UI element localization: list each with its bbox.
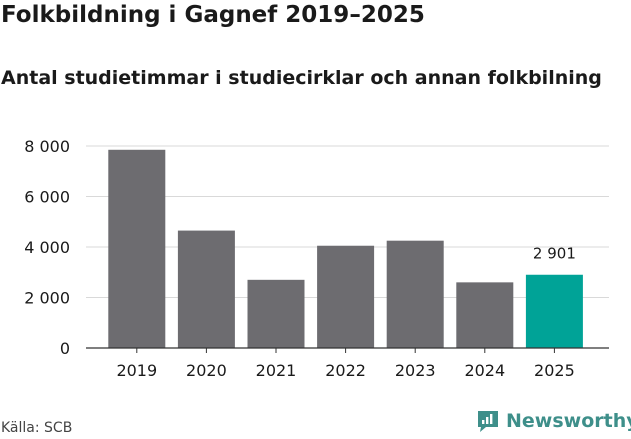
newsworthy-logo-icon [478,411,498,432]
x-tick-label: 2021 [256,361,297,380]
y-tick-label: 4 000 [24,238,70,257]
x-tick-label: 2020 [186,361,227,380]
brand-name: Newsworthy [506,410,631,432]
x-tick-label: 2022 [325,361,366,380]
bar [525,274,583,348]
y-tick-label: 8 000 [24,137,70,156]
brand-logo[interactable]: Newsworthy [476,409,631,433]
bar [108,149,166,348]
bar [456,282,514,348]
y-tick-label: 2 000 [24,289,70,308]
bar [317,245,375,348]
source-note: Källa: SCB [1,420,73,436]
chart-title: Folkbildning i Gagnef 2019–2025 [1,2,425,28]
bar [386,240,444,348]
x-tick-label: 2023 [395,361,436,380]
bar [177,230,235,348]
data-label: 2 901 [533,245,576,263]
x-tick-label: 2024 [464,361,505,380]
bar [247,279,305,348]
x-tick-label: 2019 [116,361,157,380]
bar-chart: 0 2 000 4 000 6 000 8 000 2019 2020 2021 2022 202… [24,137,609,380]
x-tick-label: 2025 [534,361,575,380]
y-tick-label: 0 [60,339,70,358]
chart-subtitle: Antal studietimmar i studiecirklar och a… [1,67,602,89]
y-tick-label: 6 000 [24,188,70,207]
